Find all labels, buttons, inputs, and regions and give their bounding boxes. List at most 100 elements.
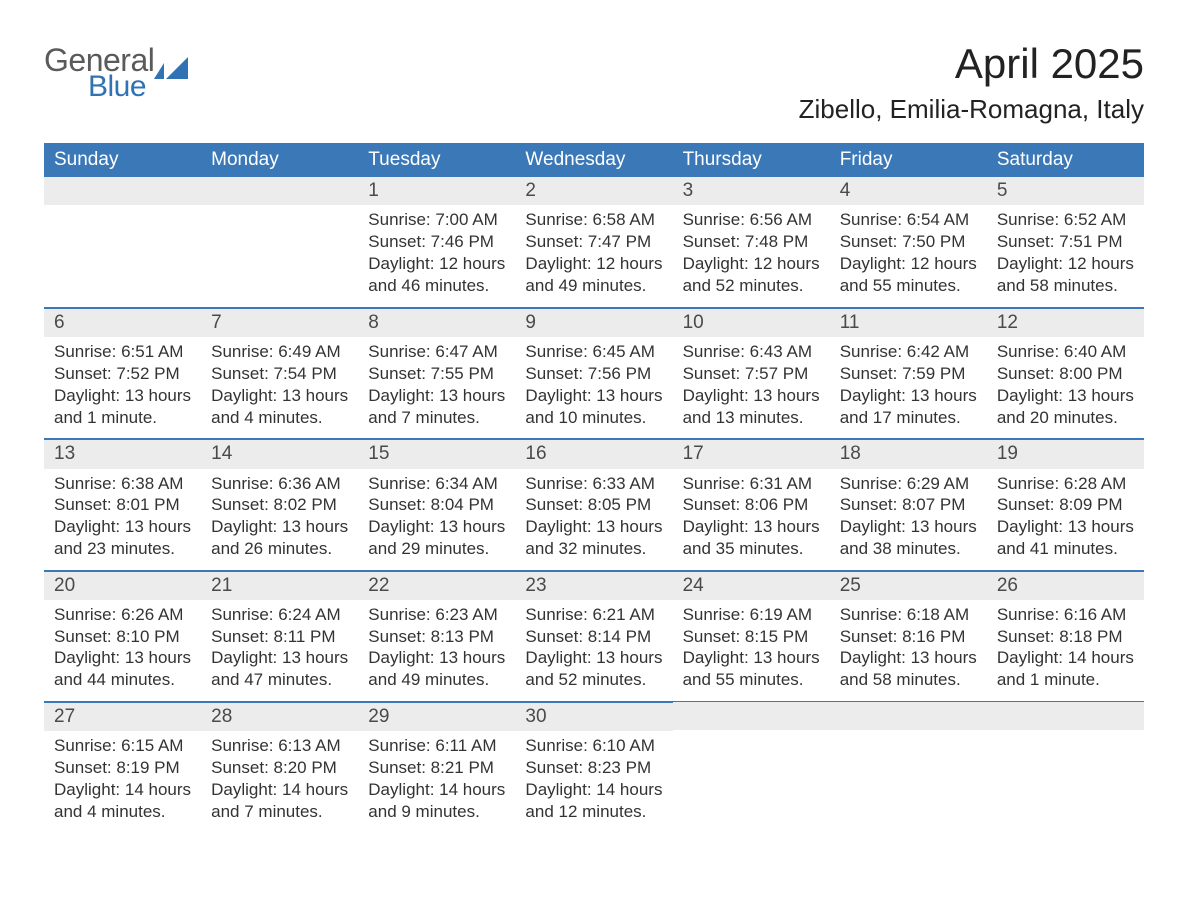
day-number: 7: [201, 308, 358, 337]
calendar-day-cell: 2Sunrise: 6:58 AMSunset: 7:47 PMDaylight…: [515, 177, 672, 307]
page-subtitle: Zibello, Emilia-Romagna, Italy: [799, 94, 1144, 125]
calendar-day-cell: 19 Sunrise: 6:28 AMSunset: 8:09 PMDayligh…: [987, 438, 1144, 569]
sunset-line: Sunset: 7:52 PM: [54, 363, 191, 385]
weekday-header-row: Sunday Monday Tuesday Wednesday Thursday…: [44, 143, 1144, 177]
daylight-line: Daylight: 13 hours and 17 minutes.: [840, 385, 977, 429]
brand-logo: General Blue: [44, 28, 188, 101]
sunrise-line: Sunrise: 6:10 AM: [525, 735, 662, 757]
weekday-header: Thursday: [673, 143, 830, 177]
day-number: 26: [987, 571, 1144, 600]
calendar-week-row: 1Sunrise: 7:00 AMSunset: 7:46 PMDaylight…: [44, 177, 1144, 307]
weekday-header: Tuesday: [358, 143, 515, 177]
day-details: Sunrise: 6:33 AMSunset: 8:05 PMDaylight:…: [525, 473, 662, 560]
calendar-day-cell: 16 Sunrise: 6:33 AMSunset: 8:05 PMDayligh…: [515, 438, 672, 569]
day-details: Sunrise: 6:42 AMSunset: 7:59 PMDaylight:…: [840, 341, 977, 428]
sunrise-line: Sunrise: 6:26 AM: [54, 604, 191, 626]
sunrise-line: Sunrise: 6:33 AM: [525, 473, 662, 495]
day-number: 24: [673, 571, 830, 600]
day-number: 16: [515, 439, 672, 468]
sunrise-line: Sunrise: 6:24 AM: [211, 604, 348, 626]
day-number: 29: [358, 702, 515, 731]
calendar-day-cell: 26Sunrise: 6:16 AMSunset: 8:18 PMDayligh…: [987, 570, 1144, 701]
day-number: 20: [44, 571, 201, 600]
day-details: Sunrise: 6:38 AMSunset: 8:01 PMDaylight:…: [54, 473, 191, 560]
day-details: Sunrise: 6:28 AMSunset: 8:09 PMDaylight:…: [997, 473, 1134, 560]
sunset-line: Sunset: 7:46 PM: [368, 231, 505, 253]
daylight-line: Daylight: 13 hours and 29 minutes.: [368, 516, 505, 560]
day-details: Sunrise: 6:36 AMSunset: 8:02 PMDaylight:…: [211, 473, 348, 560]
page-title: April 2025: [799, 40, 1144, 88]
sunset-line: Sunset: 8:05 PM: [525, 494, 662, 516]
daylight-line: Daylight: 13 hours and 1 minute.: [54, 385, 191, 429]
day-details: Sunrise: 6:51 AMSunset: 7:52 PMDaylight:…: [54, 341, 191, 428]
sunrise-line: Sunrise: 6:31 AM: [683, 473, 820, 495]
calendar-day-cell: 23 Sunrise: 6:21 AMSunset: 8:14 PMDayligh…: [515, 570, 672, 701]
calendar-day-cell: [830, 701, 987, 832]
daylight-line: Daylight: 14 hours and 9 minutes.: [368, 779, 505, 823]
weekday-header: Sunday: [44, 143, 201, 177]
day-number: 23: [515, 571, 672, 600]
day-number: [44, 177, 201, 205]
calendar-week-row: 6Sunrise: 6:51 AMSunset: 7:52 PMDaylight…: [44, 307, 1144, 438]
daylight-line: Daylight: 13 hours and 38 minutes.: [840, 516, 977, 560]
day-details: Sunrise: 6:34 AMSunset: 8:04 PMDaylight:…: [368, 473, 505, 560]
sunrise-line: Sunrise: 6:21 AM: [525, 604, 662, 626]
day-details: Sunrise: 6:31 AMSunset: 8:06 PMDaylight:…: [683, 473, 820, 560]
calendar-day-cell: [44, 177, 201, 307]
day-number: 8: [358, 308, 515, 337]
day-details: Sunrise: 6:10 AMSunset: 8:23 PMDaylight:…: [525, 735, 662, 822]
calendar-day-cell: 8 Sunrise: 6:47 AMSunset: 7:55 PMDaylight…: [358, 307, 515, 438]
calendar-day-cell: 13Sunrise: 6:38 AMSunset: 8:01 PMDayligh…: [44, 438, 201, 569]
day-details: Sunrise: 6:19 AMSunset: 8:15 PMDaylight:…: [683, 604, 820, 691]
sunrise-line: Sunrise: 6:43 AM: [683, 341, 820, 363]
logo-text: General Blue: [44, 46, 154, 101]
day-details: Sunrise: 6:21 AMSunset: 8:14 PMDaylight:…: [525, 604, 662, 691]
calendar-day-cell: 7 Sunrise: 6:49 AMSunset: 7:54 PMDaylight…: [201, 307, 358, 438]
header-bar: General Blue April 2025 Zibello, Emilia-…: [44, 28, 1144, 125]
day-number: [830, 701, 987, 730]
daylight-line: Daylight: 13 hours and 4 minutes.: [211, 385, 348, 429]
daylight-line: Daylight: 13 hours and 58 minutes.: [840, 647, 977, 691]
sunset-line: Sunset: 7:48 PM: [683, 231, 820, 253]
day-details: Sunrise: 6:13 AMSunset: 8:20 PMDaylight:…: [211, 735, 348, 822]
sunset-line: Sunset: 7:59 PM: [840, 363, 977, 385]
calendar-day-cell: [673, 701, 830, 832]
calendar-body: 1Sunrise: 7:00 AMSunset: 7:46 PMDaylight…: [44, 177, 1144, 832]
sunrise-line: Sunrise: 6:28 AM: [997, 473, 1134, 495]
day-number: 15: [358, 439, 515, 468]
day-details: Sunrise: 6:26 AMSunset: 8:10 PMDaylight:…: [54, 604, 191, 691]
sunset-line: Sunset: 8:10 PM: [54, 626, 191, 648]
weekday-header: Saturday: [987, 143, 1144, 177]
day-number: 30: [515, 702, 672, 731]
day-details: Sunrise: 6:11 AMSunset: 8:21 PMDaylight:…: [368, 735, 505, 822]
daylight-line: Daylight: 12 hours and 58 minutes.: [997, 253, 1134, 297]
weekday-header: Wednesday: [515, 143, 672, 177]
sunrise-line: Sunrise: 6:47 AM: [368, 341, 505, 363]
day-number: 1: [358, 177, 515, 205]
day-details: Sunrise: 6:49 AMSunset: 7:54 PMDaylight:…: [211, 341, 348, 428]
daylight-line: Daylight: 13 hours and 47 minutes.: [211, 647, 348, 691]
day-details: Sunrise: 6:47 AMSunset: 7:55 PMDaylight:…: [368, 341, 505, 428]
calendar-day-cell: 6Sunrise: 6:51 AMSunset: 7:52 PMDaylight…: [44, 307, 201, 438]
day-number: 19: [987, 439, 1144, 468]
sunrise-line: Sunrise: 6:42 AM: [840, 341, 977, 363]
day-number: 27: [44, 702, 201, 731]
day-number: 3: [673, 177, 830, 205]
calendar-day-cell: 15 Sunrise: 6:34 AMSunset: 8:04 PMDayligh…: [358, 438, 515, 569]
sunrise-line: Sunrise: 6:51 AM: [54, 341, 191, 363]
day-number: 4: [830, 177, 987, 205]
day-number: [201, 177, 358, 205]
sunset-line: Sunset: 8:13 PM: [368, 626, 505, 648]
calendar-day-cell: 14Sunrise: 6:36 AMSunset: 8:02 PMDayligh…: [201, 438, 358, 569]
calendar-day-cell: [987, 701, 1144, 832]
sunrise-line: Sunrise: 6:19 AM: [683, 604, 820, 626]
daylight-line: Daylight: 13 hours and 41 minutes.: [997, 516, 1134, 560]
sunrise-line: Sunrise: 6:18 AM: [840, 604, 977, 626]
calendar-week-row: 13Sunrise: 6:38 AMSunset: 8:01 PMDayligh…: [44, 438, 1144, 569]
calendar-day-cell: 22Sunrise: 6:23 AMSunset: 8:13 PMDayligh…: [358, 570, 515, 701]
day-number: 5: [987, 177, 1144, 205]
logo-word-blue: Blue: [88, 73, 154, 101]
day-number: [987, 701, 1144, 730]
sunset-line: Sunset: 8:16 PM: [840, 626, 977, 648]
calendar-day-cell: 11Sunrise: 6:42 AMSunset: 7:59 PMDayligh…: [830, 307, 987, 438]
